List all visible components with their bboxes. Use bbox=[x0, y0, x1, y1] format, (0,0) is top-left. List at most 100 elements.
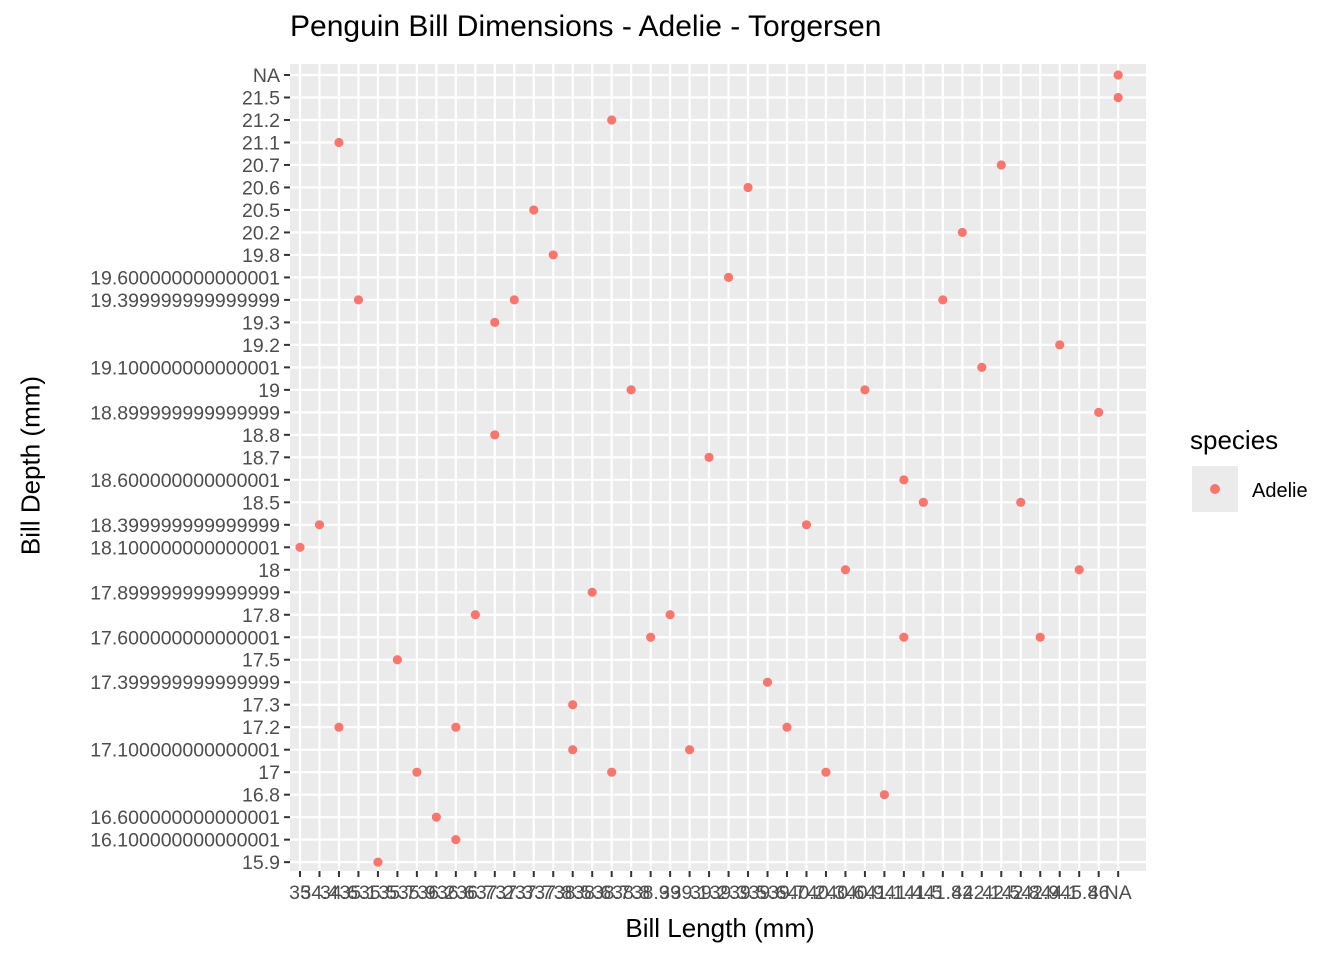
y-tick-label: 17.5 bbox=[242, 650, 280, 672]
data-point bbox=[977, 362, 987, 372]
x-tick-label: 38.6 bbox=[573, 882, 611, 904]
data-point bbox=[996, 160, 1006, 170]
data-points bbox=[295, 70, 1123, 867]
x-tick-label: 42.8 bbox=[1002, 882, 1040, 904]
data-point bbox=[490, 317, 500, 327]
x-tick-label: 41.1 bbox=[865, 882, 903, 904]
x-tick-label: 36.2 bbox=[417, 882, 455, 904]
data-point bbox=[607, 115, 617, 125]
data-point bbox=[490, 430, 500, 440]
x-tick-label: 41.8 bbox=[924, 882, 962, 904]
data-point bbox=[957, 227, 967, 238]
x-tick-label: 38.8 bbox=[612, 882, 650, 904]
x-tick-label: 46 bbox=[1088, 882, 1110, 904]
y-tick-label: 20.2 bbox=[242, 222, 280, 244]
x-axis-title: Bill Length (mm) bbox=[625, 913, 815, 943]
x-tick-label: 39.6 bbox=[749, 882, 787, 904]
y-tick-label: 21.5 bbox=[242, 87, 280, 109]
data-point bbox=[899, 475, 909, 485]
x-tick-label: 40.3 bbox=[807, 882, 845, 904]
y-tick-label: 20.7 bbox=[242, 155, 280, 177]
y-tick-label: 17.100000000000001 bbox=[90, 740, 280, 762]
data-point bbox=[431, 812, 441, 822]
y-tick-label: 19.399999999999999 bbox=[90, 290, 280, 312]
y-tick-label: 19.600000000000001 bbox=[90, 267, 280, 289]
data-point bbox=[801, 520, 812, 530]
y-tick-label: 17 bbox=[258, 762, 280, 784]
data-point bbox=[879, 790, 890, 800]
data-point bbox=[548, 250, 558, 260]
data-point bbox=[1094, 407, 1104, 417]
data-point bbox=[743, 182, 753, 193]
y-tick-label: NA bbox=[253, 65, 280, 87]
data-point bbox=[782, 722, 792, 732]
y-tick-label: 19.3 bbox=[242, 312, 280, 334]
y-tick-label: 15.9 bbox=[242, 852, 280, 874]
y-tick-label: 19.8 bbox=[242, 245, 280, 267]
y-tick-label: 17.399999999999999 bbox=[90, 672, 280, 694]
data-point bbox=[918, 497, 928, 507]
data-point bbox=[1113, 70, 1123, 80]
x-tick-label: 41.5 bbox=[904, 882, 942, 904]
data-point bbox=[626, 385, 636, 395]
x-tick-label: 38.5 bbox=[554, 882, 592, 904]
y-tick-label: 21.1 bbox=[242, 132, 280, 154]
data-point bbox=[1074, 565, 1084, 575]
y-tick-label: 17.3 bbox=[242, 695, 280, 717]
data-point bbox=[840, 565, 851, 575]
y-tick-label: 17.8 bbox=[242, 605, 280, 627]
data-point bbox=[587, 587, 597, 597]
y-axis-title: Bill Depth (mm) bbox=[15, 375, 46, 556]
data-point bbox=[1055, 340, 1065, 350]
data-point bbox=[938, 295, 948, 305]
x-tick-label: 35.5 bbox=[359, 882, 397, 904]
x-axis-ticks: 3534.434.635.135.535.735.936.236.636.737… bbox=[289, 871, 1132, 904]
data-point bbox=[392, 655, 402, 665]
data-point bbox=[314, 520, 325, 530]
x-tick-label: 38.7 bbox=[593, 882, 631, 904]
y-tick-label: 16.8 bbox=[242, 785, 280, 807]
data-point bbox=[470, 610, 480, 620]
y-tick-label: 18.5 bbox=[242, 492, 280, 514]
x-tick-label: 37.7 bbox=[515, 882, 553, 904]
data-point bbox=[607, 767, 617, 777]
x-tick-label: 36.6 bbox=[437, 882, 475, 904]
x-tick-label: 39.2 bbox=[690, 882, 728, 904]
x-tick-label: 42.1 bbox=[963, 882, 1001, 904]
x-tick-label: 39.1 bbox=[671, 882, 709, 904]
x-tick-label: 35.1 bbox=[339, 882, 377, 904]
x-tick-label: 40.6 bbox=[826, 882, 864, 904]
data-point bbox=[353, 295, 364, 305]
x-tick-label: 34.6 bbox=[320, 882, 358, 904]
legend-point-icon bbox=[1210, 484, 1220, 494]
plot-panel bbox=[290, 64, 1146, 871]
y-axis-ticks: 15.916.10000000000000116.600000000000001… bbox=[90, 65, 290, 874]
x-tick-label: 36.7 bbox=[456, 882, 494, 904]
x-tick-label: 39 bbox=[659, 882, 681, 904]
data-point bbox=[762, 677, 773, 687]
y-tick-label: 17.2 bbox=[242, 717, 280, 739]
x-tick-label: NA bbox=[1105, 882, 1132, 904]
y-tick-label: 18.8 bbox=[242, 425, 280, 447]
x-tick-label: 40.2 bbox=[788, 882, 826, 904]
data-point bbox=[860, 385, 870, 395]
data-point bbox=[412, 767, 422, 777]
y-tick-label: 16.600000000000001 bbox=[90, 807, 280, 829]
data-point bbox=[568, 745, 578, 755]
legend-key bbox=[1192, 466, 1238, 512]
data-point bbox=[295, 542, 305, 552]
data-point bbox=[334, 722, 344, 732]
x-tick-label: 35.7 bbox=[378, 882, 416, 904]
x-tick-label: 42 bbox=[951, 882, 973, 904]
y-tick-label: 17.600000000000001 bbox=[90, 627, 280, 649]
data-point bbox=[451, 722, 461, 732]
data-point bbox=[509, 295, 519, 305]
x-tick-label: 42.9 bbox=[1021, 882, 1059, 904]
y-tick-label: 21.2 bbox=[242, 110, 280, 132]
data-point bbox=[646, 632, 656, 642]
y-tick-label: 19.2 bbox=[242, 335, 280, 357]
x-tick-label: 44.1 bbox=[1041, 882, 1079, 904]
x-tick-label: 37.8 bbox=[534, 882, 572, 904]
chart-title: Penguin Bill Dimensions - Adelie - Torge… bbox=[290, 10, 882, 43]
